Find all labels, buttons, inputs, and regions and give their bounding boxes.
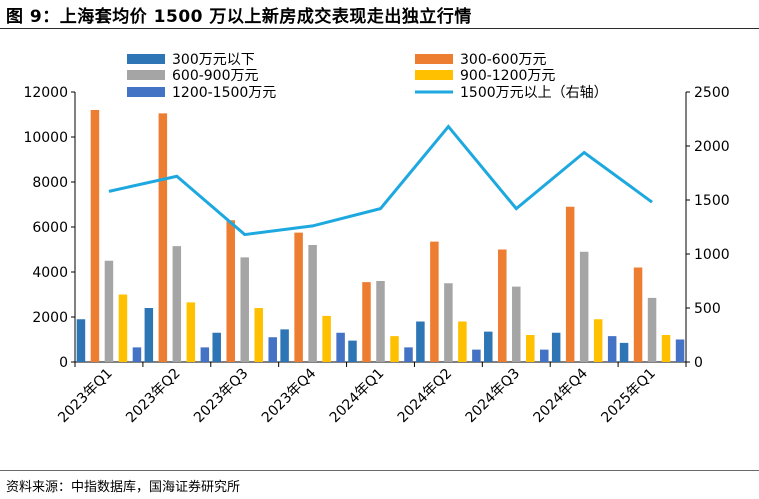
- bar-s1200_1500: [132, 347, 142, 362]
- bar-s600_900: [512, 286, 521, 362]
- y-tick-label: 0: [59, 355, 68, 371]
- y-tick-label: 12000: [23, 85, 68, 101]
- bar-s300_600: [430, 241, 439, 362]
- bar-s300: [212, 332, 221, 362]
- legend-swatch: [127, 70, 165, 80]
- y2-tick-label: 1000: [694, 247, 730, 263]
- figure-title: 图 9：上海套均价 1500 万以上新房成交表现走出独立行情: [6, 7, 472, 27]
- legend-swatch: [127, 54, 165, 64]
- legend-swatch: [415, 70, 453, 80]
- legend-label: 300万元以下: [172, 52, 255, 68]
- bar-s900_1200: [526, 335, 535, 362]
- bar-s600_900: [579, 251, 589, 362]
- bar-s1200_1500: [607, 336, 617, 362]
- bar-s300: [76, 319, 86, 362]
- bar-s600_900: [240, 257, 249, 362]
- legend-label: 600-900万元: [172, 68, 259, 84]
- bar-s900_1200: [390, 336, 399, 362]
- x-tick-label: 2024年Q1: [327, 366, 388, 427]
- bar-s900_1200: [186, 302, 196, 362]
- bar-s300_600: [294, 232, 303, 362]
- x-tick-label: 2024年Q2: [395, 366, 456, 427]
- legend-label: 900-1200万元: [460, 68, 555, 84]
- source-note: 资料来源：中指数据库，国海证券研究所: [6, 480, 241, 495]
- bar-s300_600: [226, 220, 235, 362]
- bar-s300_600: [633, 267, 643, 362]
- x-tick-label: 2023年Q1: [55, 366, 116, 427]
- y-tick-label: 4000: [32, 265, 68, 281]
- bar-s1200_1500: [472, 349, 481, 362]
- bar-s300_600: [498, 249, 507, 362]
- bar-s1200_1500: [675, 339, 685, 362]
- y-tick-label: 8000: [32, 175, 68, 191]
- x-tick-label: 2023年Q2: [123, 366, 184, 427]
- bar-s600_900: [647, 297, 657, 362]
- bar-s300_600: [362, 282, 371, 362]
- y2-tick-label: 2000: [694, 139, 730, 155]
- x-tick-label: 2025年Q1: [598, 366, 659, 427]
- bar-s600_900: [444, 283, 453, 362]
- legend-label: 1500万元以上（右轴）: [460, 85, 608, 101]
- legend-label: 1200-1500万元: [172, 85, 276, 101]
- bar-s600_900: [308, 245, 317, 362]
- x-tick-label: 2023年Q4: [259, 365, 320, 426]
- y2-tick-label: 2500: [694, 85, 730, 101]
- bar-s1200_1500: [268, 337, 277, 362]
- x-tick-label: 2024年Q4: [530, 365, 591, 426]
- bar-s300_600: [158, 113, 168, 362]
- y2-tick-label: 0: [694, 355, 703, 371]
- legend-label: 300-600万元: [460, 52, 547, 68]
- x-tick-label: 2023年Q3: [191, 366, 252, 427]
- bar-s300: [551, 332, 561, 362]
- y-tick-label: 10000: [23, 130, 68, 146]
- legend-swatch: [127, 87, 165, 97]
- bar-s300: [144, 308, 154, 362]
- bar-s900_1200: [593, 319, 603, 362]
- bar-s1200_1500: [540, 349, 549, 362]
- bar-s1200_1500: [200, 347, 210, 362]
- bar-s900_1200: [254, 308, 263, 362]
- bar-s600_900: [104, 260, 114, 362]
- bar-s1200_1500: [336, 332, 345, 362]
- bar-s300_600: [90, 110, 100, 362]
- source-divider: [0, 470, 759, 471]
- y2-tick-label: 1500: [694, 193, 730, 209]
- y-tick-label: 6000: [32, 220, 68, 236]
- y2-tick-label: 500: [694, 301, 721, 317]
- bar-s900_1200: [322, 315, 331, 362]
- y-tick-label: 2000: [32, 310, 68, 326]
- bar-s300: [348, 340, 357, 362]
- x-tick-label: 2024年Q3: [463, 366, 524, 427]
- bar-s900_1200: [118, 294, 128, 362]
- bar-s300: [416, 321, 425, 362]
- bar-s900_1200: [458, 321, 467, 362]
- bar-s300_600: [565, 206, 575, 362]
- line-1500-plus: [108, 124, 653, 237]
- bar-s600_900: [376, 281, 385, 362]
- legend-swatch: [415, 54, 453, 64]
- title-divider: [0, 28, 759, 29]
- bar-s300: [280, 329, 289, 362]
- bar-s900_1200: [661, 335, 671, 362]
- bar-s300: [484, 331, 493, 362]
- bar-s300: [619, 342, 629, 362]
- bar-s600_900: [172, 246, 182, 362]
- bar-s1200_1500: [404, 347, 413, 362]
